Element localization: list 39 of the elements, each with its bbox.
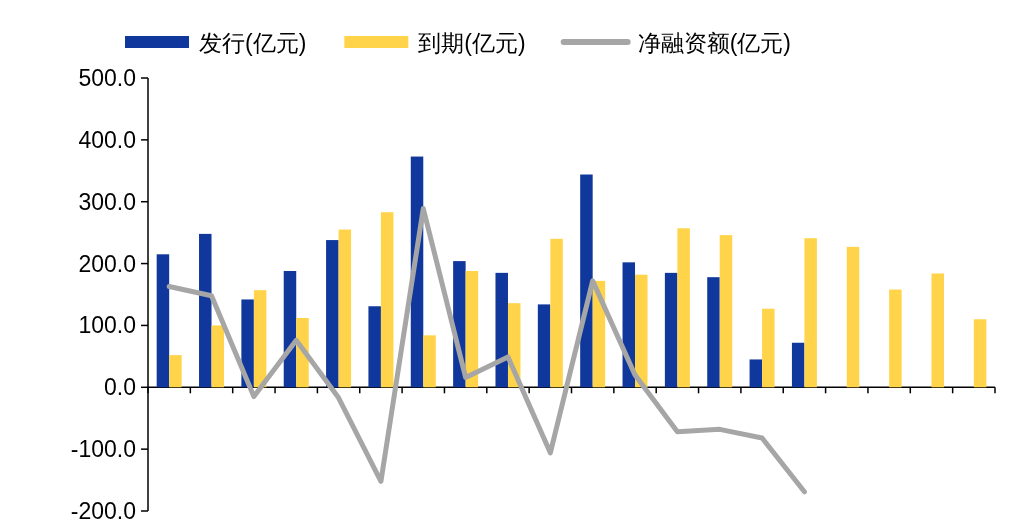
bar <box>199 233 212 388</box>
bar <box>762 308 775 388</box>
y-tick-label: 0.0 <box>104 374 136 401</box>
bar <box>749 359 763 388</box>
legend-label: 净融资额(亿元) <box>637 30 791 56</box>
y-tick-label: 300.0 <box>78 188 136 215</box>
y-tick-label: 500.0 <box>78 65 136 91</box>
bar <box>707 277 720 388</box>
bar <box>253 290 267 388</box>
bar <box>380 212 394 388</box>
bar <box>846 246 860 388</box>
bar <box>156 254 170 388</box>
bar <box>580 174 593 388</box>
bar <box>635 274 648 388</box>
bar <box>677 228 690 388</box>
bar <box>326 240 339 388</box>
bar <box>719 235 733 388</box>
bar <box>791 342 805 388</box>
y-tick-label: 400.0 <box>78 126 136 153</box>
bar <box>169 355 182 388</box>
legend-label: 发行(亿元) <box>199 30 307 56</box>
bar <box>495 272 508 388</box>
bar <box>550 238 563 388</box>
bar <box>973 319 987 388</box>
bar <box>368 306 381 388</box>
bar <box>931 273 944 388</box>
bar <box>211 325 225 388</box>
legend-label: 到期(亿元) <box>418 30 526 56</box>
bar <box>465 270 479 388</box>
y-tick-label: -200.0 <box>70 498 136 524</box>
bar <box>889 289 902 388</box>
y-tick-label: 100.0 <box>78 312 136 339</box>
bar <box>537 304 551 388</box>
y-tick-label: -100.0 <box>70 436 136 463</box>
bar <box>664 272 678 388</box>
bar <box>338 229 352 388</box>
bar <box>423 335 436 388</box>
y-tick-label: 200.0 <box>78 250 136 277</box>
bar <box>804 238 817 388</box>
